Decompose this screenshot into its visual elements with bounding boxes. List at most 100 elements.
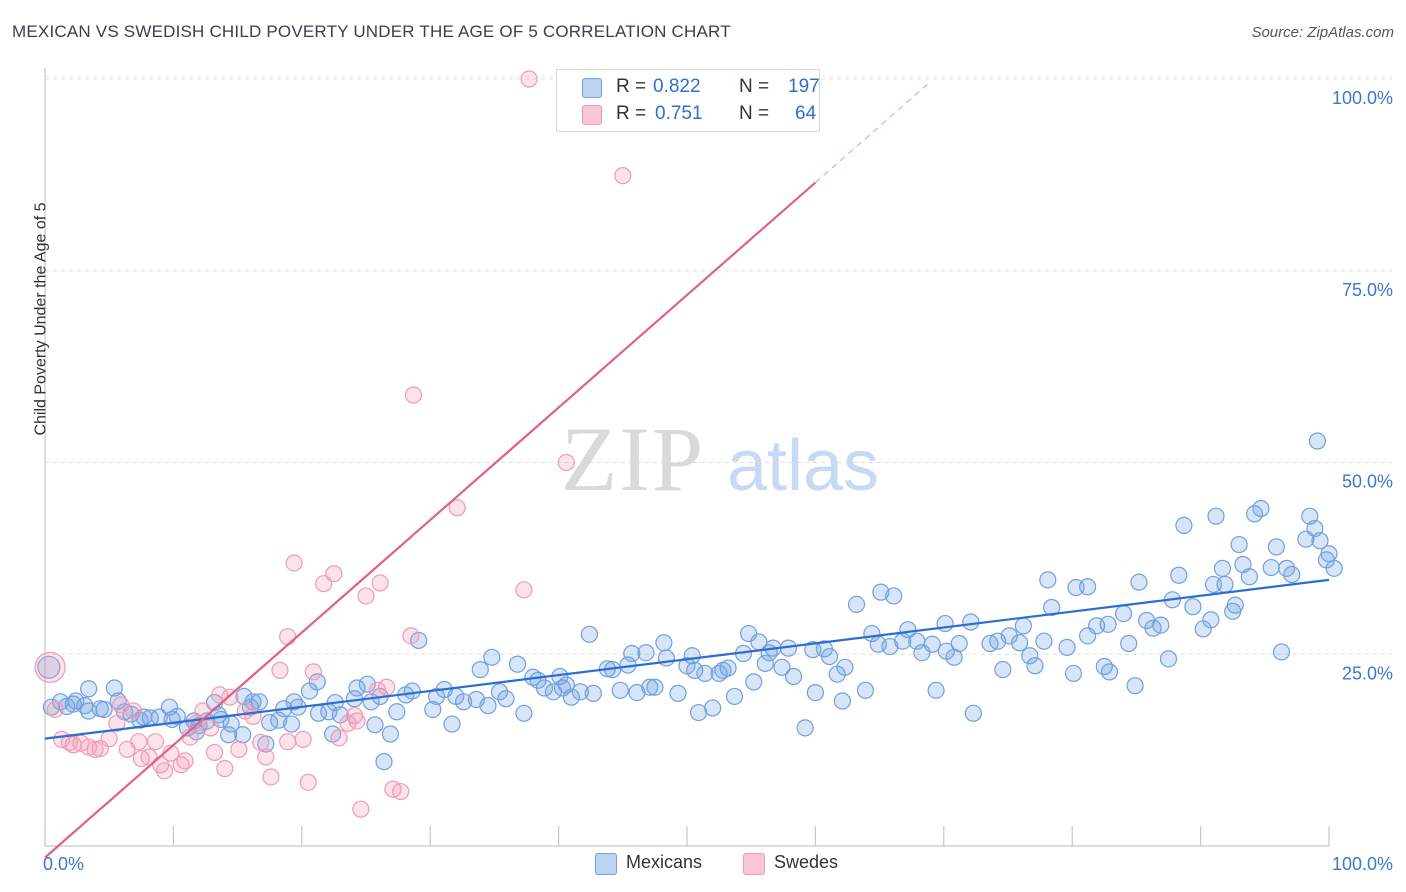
mexicans-point — [950, 634, 968, 653]
swedes-point — [176, 752, 194, 770]
r-label: R = — [616, 103, 647, 124]
swedes-trend-extension — [815, 80, 932, 183]
swedes-point — [100, 730, 118, 748]
swedes-point — [155, 762, 174, 780]
source-credit: Source: ZipAtlas.com — [1251, 24, 1394, 41]
mexicans-point — [725, 687, 744, 706]
mexicans-point — [1202, 611, 1220, 629]
swedes-point — [130, 733, 148, 751]
mexicans-point — [535, 679, 554, 697]
swedes-point — [108, 714, 126, 732]
swedes-point — [614, 167, 632, 185]
swedes-point — [515, 581, 533, 599]
swedes-point — [557, 453, 575, 472]
mexicans-point — [282, 715, 301, 733]
n-value: 197 — [788, 76, 820, 97]
mexicans-point — [1100, 663, 1119, 681]
swedes-point — [348, 712, 366, 730]
mexicans-point — [696, 664, 714, 683]
mexicans-point — [1283, 565, 1301, 584]
swedes-point — [202, 719, 220, 737]
mexicans-point — [443, 715, 461, 733]
swedes-point — [377, 678, 396, 696]
mexicans-point — [806, 683, 825, 702]
mexicans-point — [1130, 573, 1148, 591]
mexicans-point — [704, 699, 722, 717]
mexicans-point — [686, 661, 704, 679]
r-label: R = — [616, 76, 647, 97]
mexicans-point — [936, 614, 954, 633]
swedes-point — [294, 730, 312, 748]
mexicans-point — [424, 700, 442, 719]
mexicans-point — [1308, 432, 1327, 450]
swedes-trend-line — [44, 181, 817, 859]
swedes-point — [211, 686, 229, 704]
mexicans-point — [641, 678, 659, 696]
mexicans-point — [1175, 516, 1193, 534]
mexicans-legend-label: Mexicans — [626, 852, 703, 872]
mexicans-point — [1064, 664, 1083, 683]
swedes-point — [252, 733, 270, 752]
mexicans-point — [388, 703, 406, 721]
mexicans-point — [403, 682, 421, 700]
mexicans-point — [1207, 507, 1225, 525]
mexicans-point — [1272, 643, 1291, 661]
r-value: 0.751 — [655, 103, 703, 124]
mexicans-point — [611, 681, 629, 699]
mexicans-point — [80, 680, 98, 698]
swedes-point — [216, 759, 234, 778]
mexicans-point — [1267, 538, 1285, 556]
swedes-point — [279, 733, 297, 751]
y-axis-label: Child Poverty Under the Age of 5 — [32, 202, 50, 436]
swedes-point — [330, 729, 348, 747]
mexicans-point — [1159, 650, 1178, 668]
mexicans-point — [1252, 499, 1270, 518]
r-value: 0.822 — [653, 76, 701, 97]
swedes-point — [448, 499, 466, 517]
swedes-point — [402, 627, 420, 645]
mexicans-point — [37, 655, 61, 679]
swedes-point — [230, 740, 248, 758]
swedes-point — [520, 70, 538, 88]
mexicans-point — [1000, 627, 1018, 645]
n-label: N = — [739, 76, 770, 97]
mexicans-point — [994, 660, 1012, 679]
y-tick-label: 100.0% — [1332, 88, 1393, 108]
swedes-point — [404, 386, 423, 404]
mexicans-point — [1240, 568, 1258, 586]
swedes-point — [285, 554, 303, 572]
swedes-point — [86, 740, 104, 758]
mexicans-point — [366, 716, 384, 734]
mexicans-point — [683, 647, 701, 665]
mexicans-point — [308, 673, 326, 691]
mexicans-point — [1184, 598, 1202, 616]
mexicans-point — [745, 673, 763, 691]
swedes-point — [271, 661, 289, 679]
mexicans-point — [1114, 604, 1133, 623]
mexicans-point — [483, 648, 501, 666]
mexicans-point — [381, 725, 399, 743]
mexicans-point — [719, 659, 737, 677]
mexicans-point — [515, 704, 533, 722]
swedes-point — [352, 800, 370, 818]
swedes-point — [46, 700, 64, 719]
mexicans-point — [1170, 566, 1188, 584]
swedes-point — [146, 733, 165, 751]
mexicans-point — [927, 681, 945, 699]
correlation-legend: R = 0.822 N = 197 R = 0.751 N = 64 — [556, 69, 820, 132]
mexicans-point — [375, 753, 393, 771]
swedes-point — [34, 651, 66, 683]
mexicans-point — [234, 726, 252, 744]
swedes-points — [34, 70, 746, 818]
mexicans-point — [1213, 559, 1232, 577]
y-tick-label: 25.0% — [1342, 663, 1393, 683]
swedes-point — [371, 574, 389, 592]
mexicans-point — [756, 654, 774, 673]
mexicans-point — [571, 683, 590, 701]
mexicans-point — [454, 693, 473, 711]
mexicans-point — [220, 726, 238, 744]
mexicans-point — [820, 647, 839, 666]
watermark-zip: ZIP — [561, 408, 705, 510]
mexicans-point — [669, 684, 687, 702]
swedes-point — [279, 628, 297, 646]
